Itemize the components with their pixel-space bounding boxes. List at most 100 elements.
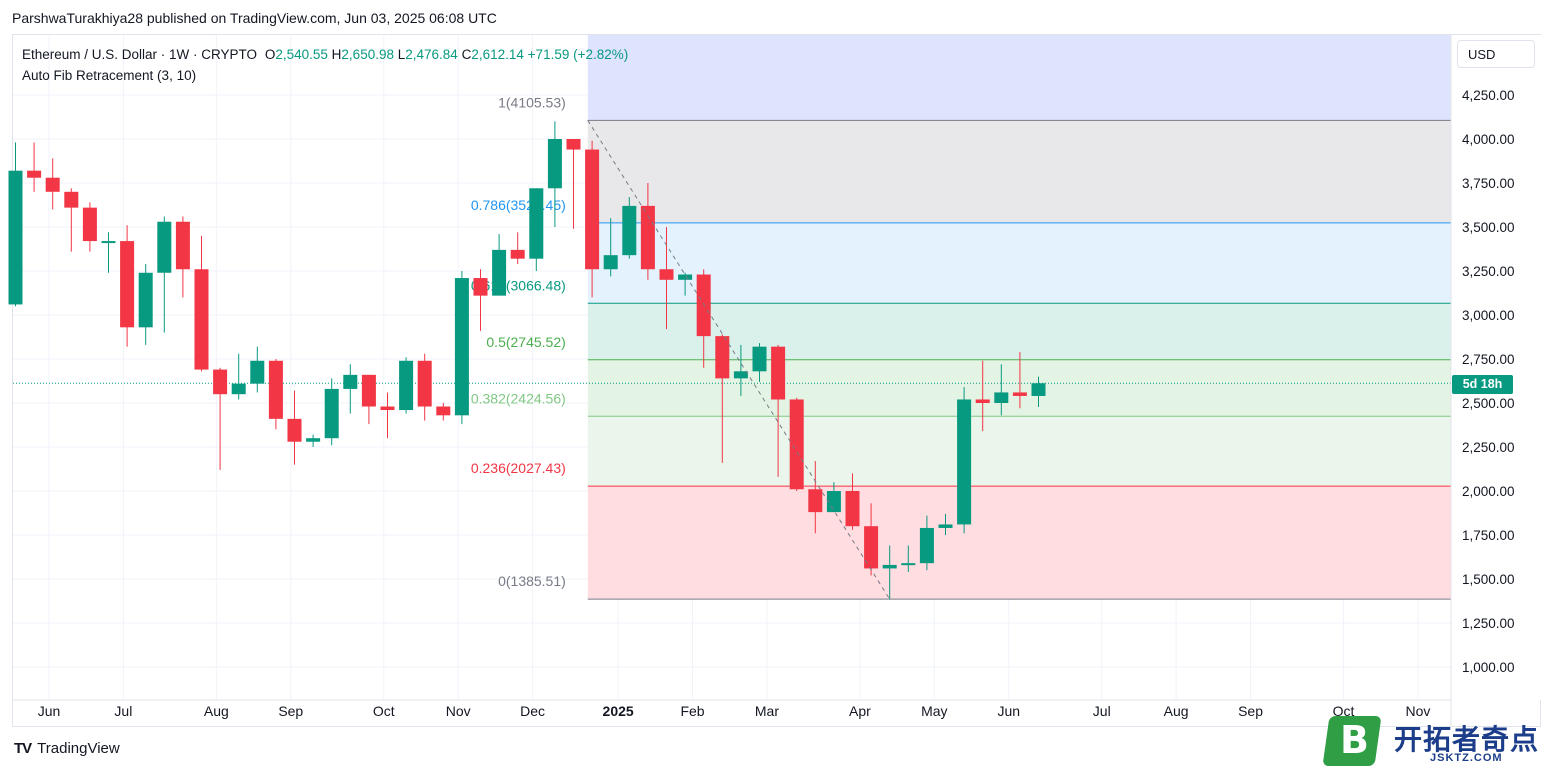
x-tick-label: Jul: [1093, 703, 1111, 719]
candle-down[interactable]: [361, 374, 376, 407]
candle-down[interactable]: [473, 278, 488, 296]
candle-down[interactable]: [696, 274, 711, 337]
candle-down[interactable]: [659, 269, 674, 280]
candle-up[interactable]: [343, 374, 358, 389]
x-tick-label: Oct: [1333, 703, 1355, 719]
candle-down[interactable]: [194, 269, 209, 370]
candle-up[interactable]: [938, 524, 953, 528]
candle-down[interactable]: [640, 205, 655, 270]
x-tick-label: Jun: [38, 703, 61, 719]
legend-row-ohlc: Ethereum / U.S. Dollar · 1W · CRYPTO O2,…: [22, 44, 628, 65]
candle-up[interactable]: [1031, 383, 1046, 396]
high-label: H: [331, 47, 342, 62]
candle-up[interactable]: [919, 527, 934, 564]
close-value: 2,612.14: [471, 47, 524, 62]
attribution-text: ParshwaTurakhiya28 published on TradingV…: [12, 10, 497, 26]
candle-up[interactable]: [529, 188, 544, 259]
x-tick-label: Oct: [373, 703, 395, 719]
x-tick-label: Aug: [1164, 703, 1189, 719]
candle-down[interactable]: [808, 489, 823, 513]
candle-down[interactable]: [213, 369, 228, 395]
x-tick-label: Aug: [204, 703, 229, 719]
candle-up[interactable]: [603, 255, 618, 270]
currency-button[interactable]: USD: [1457, 40, 1535, 68]
indicator-label[interactable]: Auto Fib Retracement (3, 10): [22, 68, 197, 83]
candle-down[interactable]: [864, 526, 879, 569]
fib-level-label-0.5: 0.5(2745.52): [486, 334, 565, 350]
candle-down[interactable]: [510, 249, 525, 259]
candle-up[interactable]: [826, 491, 841, 513]
candle-up[interactable]: [901, 563, 916, 566]
fib-zone-0.236: [587, 486, 1451, 600]
candle-up[interactable]: [622, 205, 637, 256]
candle-up[interactable]: [994, 392, 1009, 403]
open-value: 2,540.55: [275, 47, 328, 62]
fib-level-label-0.786: 0.786(3523.45): [471, 197, 566, 213]
low-label: L: [397, 47, 406, 62]
watermark-title: 开拓者奇点: [1394, 723, 1540, 756]
candle-up[interactable]: [454, 278, 469, 416]
candle-down[interactable]: [566, 139, 581, 150]
y-tick-label: 3,750.00: [1462, 176, 1515, 191]
candle-down[interactable]: [64, 191, 79, 208]
candle-down[interactable]: [789, 399, 804, 490]
y-tick-label: 4,000.00: [1462, 132, 1515, 147]
close-label: C: [461, 47, 472, 62]
candle-down[interactable]: [45, 177, 60, 192]
candle-up[interactable]: [101, 241, 116, 244]
candle-down[interactable]: [287, 418, 302, 442]
y-tick-label: 4,250.00: [1462, 88, 1515, 103]
y-tick-label: 2,000.00: [1462, 484, 1515, 499]
candle-up[interactable]: [399, 360, 414, 411]
x-tick-label: Apr: [849, 703, 871, 719]
candle-down[interactable]: [771, 346, 786, 400]
candle-down[interactable]: [268, 360, 283, 419]
y-tick-label: 1,500.00: [1462, 572, 1515, 587]
candle-down[interactable]: [585, 149, 600, 270]
x-tick-label: Dec: [520, 703, 545, 719]
candle-down[interactable]: [380, 406, 395, 411]
fib-zone-1: [587, 120, 1451, 223]
site-watermark: B 开拓者奇点 JSKTZ.COM: [1312, 712, 1552, 770]
candle-down[interactable]: [436, 406, 451, 416]
candle-up[interactable]: [250, 360, 265, 384]
fib-zone-0.382: [587, 416, 1451, 487]
fib-level-label-0.236: 0.236(2027.43): [471, 460, 566, 476]
tradingview-logo-text: TradingView: [37, 740, 120, 757]
x-tick-label: Nov: [1405, 703, 1430, 719]
price-axis[interactable]: [1451, 35, 1541, 700]
candle-up[interactable]: [492, 249, 507, 296]
symbol-name[interactable]: Ethereum / U.S. Dollar · 1W · CRYPTO: [22, 47, 258, 62]
candle-down[interactable]: [82, 207, 97, 242]
candle-down[interactable]: [845, 491, 860, 527]
candle-up[interactable]: [8, 170, 23, 305]
candle-up[interactable]: [547, 139, 562, 189]
tradingview-logo[interactable]: TV TradingView: [14, 740, 120, 757]
candle-up[interactable]: [324, 388, 339, 439]
candle-up[interactable]: [733, 371, 748, 379]
candle-up[interactable]: [306, 438, 321, 442]
candle-down[interactable]: [120, 241, 135, 328]
candle-up[interactable]: [157, 221, 172, 273]
candle-up[interactable]: [678, 274, 693, 280]
candle-up[interactable]: [752, 346, 767, 372]
x-tick-label: Jul: [114, 703, 132, 719]
fib-trend-line: [587, 120, 891, 600]
candle-down[interactable]: [1012, 392, 1027, 396]
tradingview-logo-icon: TV: [14, 740, 32, 757]
fib-zone-0.618: [587, 303, 1451, 360]
fib-level-label-1: 1(4105.53): [498, 94, 566, 110]
candle-up[interactable]: [138, 272, 153, 328]
candle-up[interactable]: [231, 383, 246, 395]
open-label: O: [264, 47, 276, 62]
x-tick-label: Jun: [997, 703, 1020, 719]
candle-down[interactable]: [417, 360, 432, 407]
fib-level-label-0: 0(1385.51): [498, 573, 566, 589]
candle-down[interactable]: [175, 221, 190, 270]
candle-up[interactable]: [882, 564, 897, 569]
candle-up[interactable]: [957, 399, 972, 525]
candle-down[interactable]: [27, 170, 42, 178]
candle-down[interactable]: [715, 336, 730, 379]
candle-down[interactable]: [975, 399, 990, 403]
